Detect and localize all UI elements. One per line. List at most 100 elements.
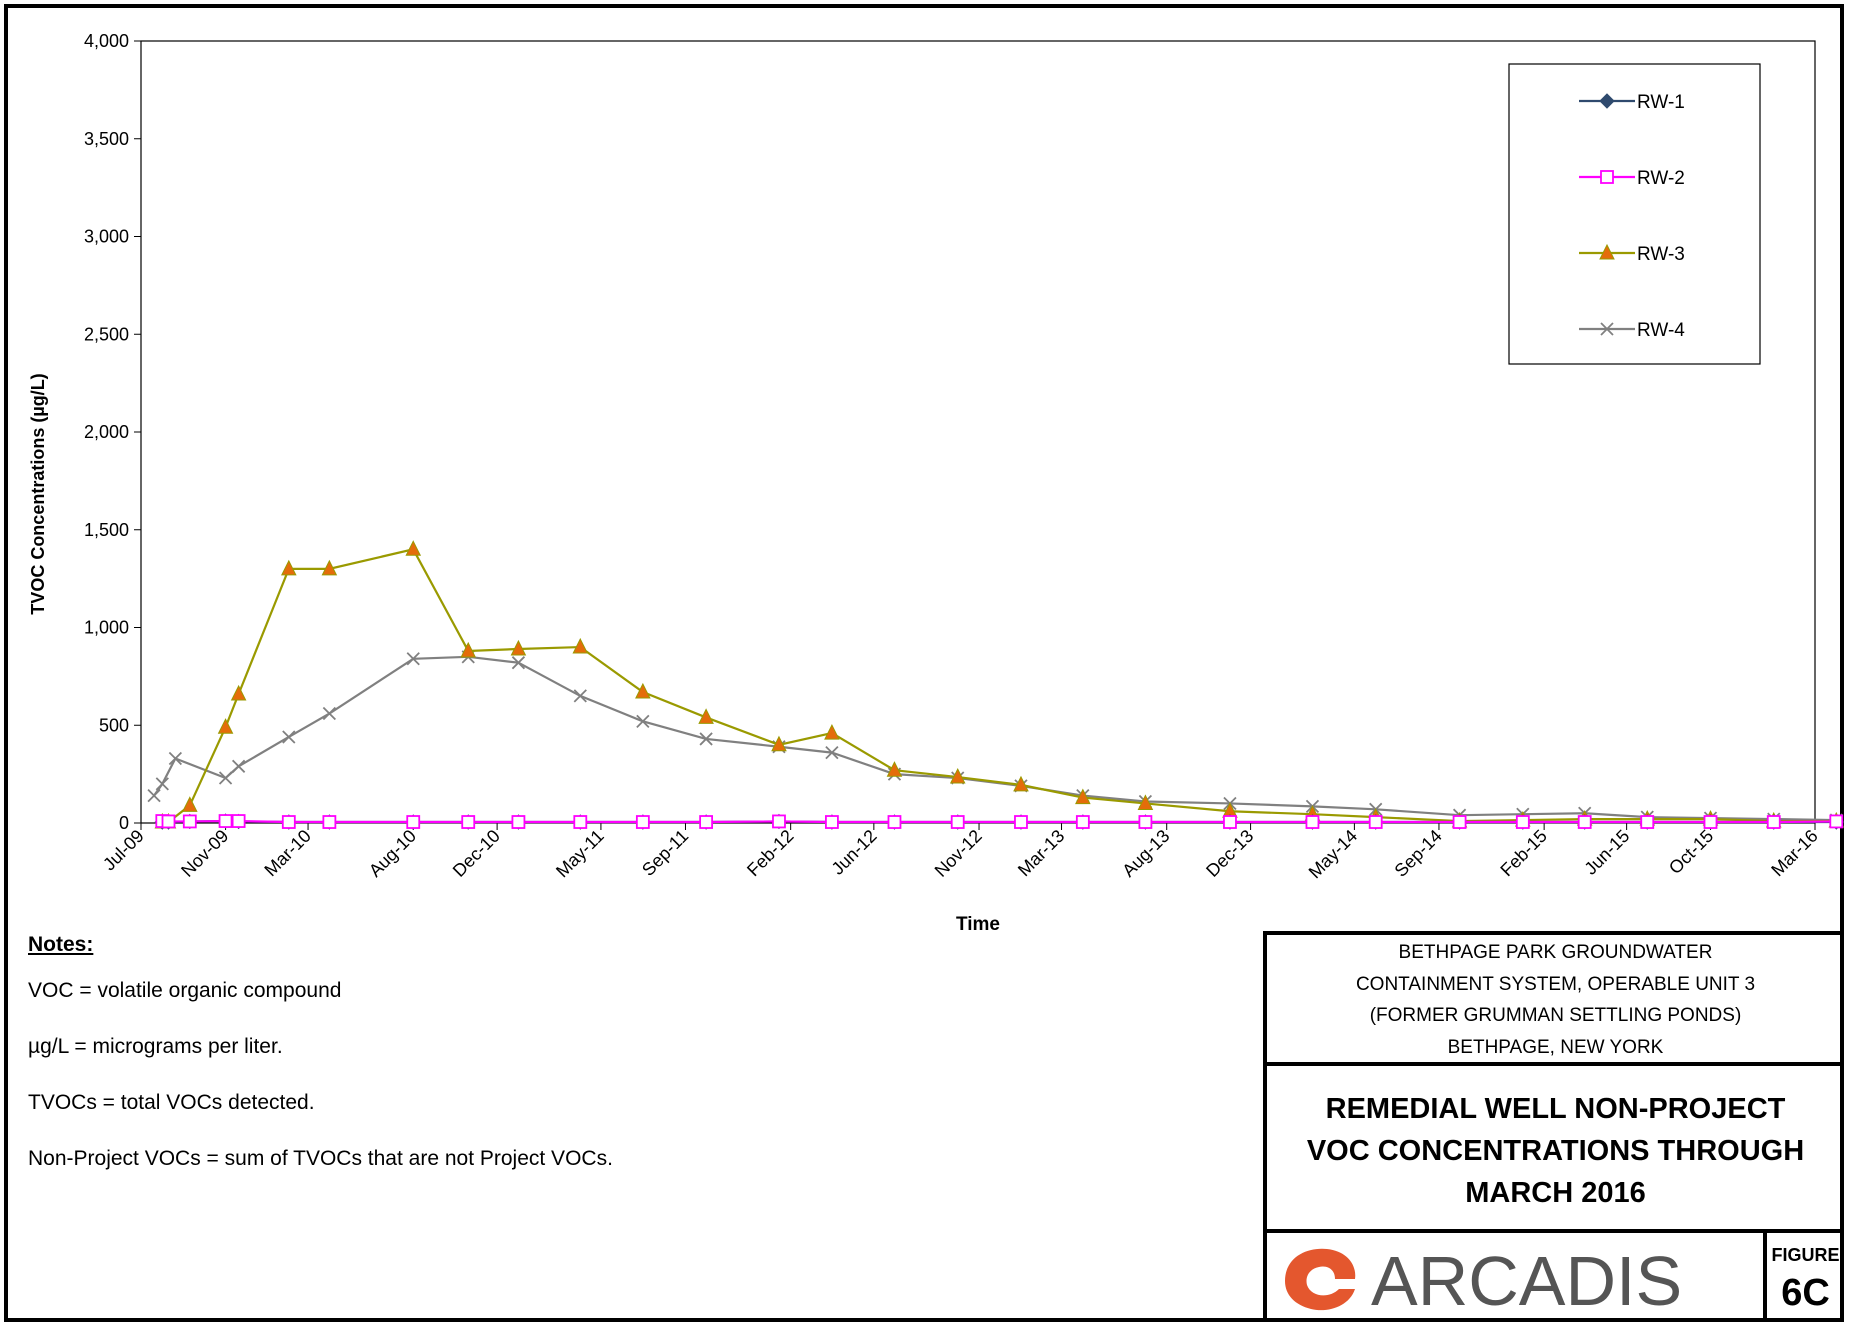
- data-point: [886, 761, 903, 777]
- series-rw-2: [155, 814, 1844, 829]
- series-layer: [147, 540, 1845, 830]
- data-point: [461, 815, 476, 829]
- data-point: [155, 777, 169, 791]
- legend-label: RW-3: [1637, 244, 1685, 265]
- data-point: [950, 815, 965, 829]
- data-point: [321, 559, 338, 576]
- x-tick-label: Dec-10: [449, 826, 504, 881]
- project-info: BETHPAGE PARK GROUNDWATER CONTAINMENT SY…: [1267, 935, 1844, 1066]
- data-point: [1766, 815, 1781, 829]
- series-line: [153, 655, 1837, 822]
- legend-label: RW-4: [1637, 320, 1685, 341]
- data-point: [1368, 815, 1383, 829]
- data-point: [635, 815, 650, 829]
- arcadis-logo: ARCADIS: [1285, 1243, 1682, 1313]
- legend-label: RW-2: [1637, 168, 1685, 189]
- data-point: [1703, 815, 1718, 829]
- series-rw-3: [154, 540, 1845, 829]
- data-point: [168, 751, 183, 766]
- data-point: [572, 637, 589, 654]
- data-point: [1013, 775, 1029, 792]
- data-point: [231, 814, 246, 828]
- note-line: TVOCs = total VOCs detected.: [28, 1091, 315, 1114]
- data-point: [510, 639, 527, 656]
- data-point: [231, 759, 246, 773]
- series-line: [162, 819, 1837, 824]
- y-tick-label: 1,000: [84, 618, 129, 638]
- figure-title-line: REMEDIAL WELL NON-PROJECT: [1325, 1093, 1786, 1125]
- legend-box: [1508, 63, 1761, 365]
- figure-title-line: VOC CONCENTRATIONS THROUGH: [1306, 1135, 1805, 1167]
- data-point: [460, 641, 477, 658]
- figure-number-box: FIGURE 6C: [1763, 1233, 1844, 1322]
- chart: 0 500 1,000 1,500 2,000 2,500 3,000 3,500 4,000 J…: [28, 31, 1845, 935]
- data-point: [1138, 815, 1153, 829]
- title-block: BETHPAGE PARK GROUNDWATER CONTAINMENT SY…: [1263, 931, 1844, 1322]
- x-tick-label: Aug-10: [365, 826, 420, 881]
- data-point: [825, 745, 839, 760]
- page-frame: [4, 4, 1844, 1322]
- logo-wordmark: ARCADIS: [1371, 1243, 1682, 1313]
- project-line: BETHPAGE, NEW YORK: [1447, 1036, 1664, 1058]
- data-point: [771, 735, 787, 752]
- data-point: [887, 815, 902, 829]
- y-axis-label: TVOC Concentrations (µg/L): [28, 373, 48, 614]
- data-point: [824, 723, 840, 740]
- figure-title: REMEDIAL WELL NON-PROJECT VOC CONCENTRAT…: [1267, 1066, 1844, 1233]
- x-tick-label: Jun-12: [828, 826, 881, 879]
- data-point: [1075, 788, 1091, 805]
- data-point: [218, 814, 233, 828]
- x-tick-label: Oct-15: [1665, 826, 1717, 878]
- note-line: Non-Project VOCs = sum of TVOCs that are…: [28, 1147, 613, 1170]
- x-tick-label: Jun-15: [1580, 826, 1633, 879]
- data-point: [511, 815, 526, 829]
- legend-entry: RW-3: [1579, 243, 1685, 265]
- data-point: [698, 708, 714, 724]
- data-point: [1577, 815, 1592, 829]
- x-axis-label: Time: [956, 914, 1000, 935]
- data-point: [406, 652, 420, 666]
- data-point: [322, 815, 337, 829]
- data-point: [218, 771, 233, 785]
- x-tick-label: May-14: [1305, 826, 1362, 883]
- data-point: [1515, 815, 1530, 829]
- data-point: [772, 814, 786, 829]
- data-point: [282, 730, 296, 744]
- data-point: [281, 815, 296, 829]
- data-point: [322, 706, 337, 721]
- data-point: [405, 540, 422, 556]
- data-point: [573, 689, 587, 703]
- figure-number: 6C: [1781, 1272, 1830, 1314]
- series-line: [162, 548, 1837, 824]
- data-point: [1075, 815, 1090, 829]
- x-tick-label: Mar-16: [1767, 826, 1821, 880]
- y-tick-label: 4,000: [84, 31, 129, 51]
- notes-header: Notes:: [28, 933, 94, 956]
- data-point: [1305, 815, 1320, 829]
- series-rw-4: [147, 650, 1843, 827]
- y-tick-label: 500: [99, 715, 129, 735]
- data-point: [1640, 815, 1655, 829]
- data-point: [161, 814, 176, 829]
- figure-label: FIGURE: [1771, 1245, 1840, 1265]
- legend-entry: RW-2: [1579, 168, 1685, 189]
- data-point: [1599, 243, 1615, 260]
- x-tick-label: Sep-11: [638, 826, 692, 880]
- data-point: [406, 815, 421, 829]
- legend-entry: RW-4: [1579, 320, 1685, 341]
- x-tick-label: Nov-09: [177, 826, 232, 881]
- x-tick-label: Mar-13: [1014, 826, 1068, 880]
- data-point: [182, 796, 198, 812]
- logo-row: ARCADIS FIGURE 6C: [1267, 1233, 1844, 1322]
- data-point: [147, 788, 161, 803]
- y-tick-label: 2,500: [84, 324, 129, 344]
- y-tick-label: 2,000: [84, 422, 129, 442]
- x-tick-label: Dec-13: [1202, 826, 1257, 881]
- x-tick-label: Feb-15: [1496, 826, 1550, 880]
- x-tick-label: Aug-13: [1118, 826, 1173, 881]
- data-point: [825, 815, 839, 829]
- legend-entry: RW-1: [1579, 92, 1685, 113]
- data-point: [1137, 794, 1154, 810]
- data-point: [217, 718, 234, 734]
- data-point: [1600, 322, 1614, 336]
